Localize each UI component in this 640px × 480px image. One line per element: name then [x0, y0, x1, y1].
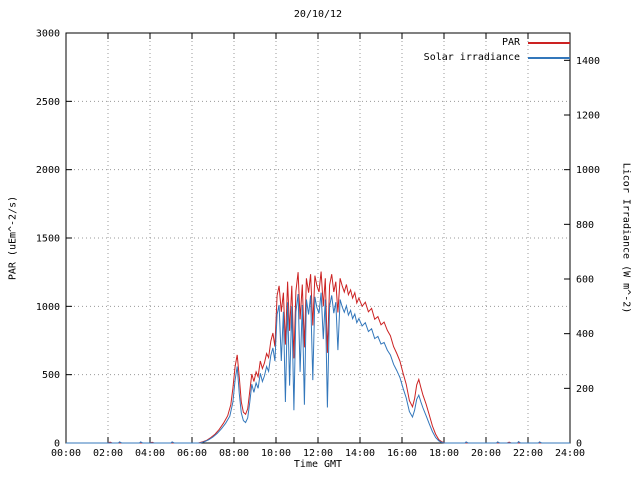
y-tick-label: 3000 [36, 29, 60, 40]
legend-item-par: PAR [424, 35, 570, 50]
y-axis-label: PAR (uEm^-2/s) [7, 195, 19, 281]
chart-title: 20/10/12 [293, 9, 343, 20]
x-tick-label: 10:00 [261, 448, 291, 459]
x-tick-label: 20:00 [471, 448, 501, 459]
x-tick-label: 08:00 [219, 448, 249, 459]
x-tick-label: 18:00 [429, 448, 459, 459]
x-tick-label: 04:00 [135, 448, 165, 459]
y2-tick-label: 0 [576, 439, 582, 450]
legend-line-sample-solar-irradiance [528, 56, 570, 59]
x-tick-label: 02:00 [93, 448, 123, 459]
legend-label-par: PAR [501, 37, 520, 48]
series-line-solar-irradiance [66, 292, 570, 444]
y2-tick-label: 1400 [576, 56, 600, 67]
legend: PAR Solar irradiance [424, 35, 570, 65]
x-tick-label: 14:00 [345, 448, 375, 459]
y2-tick-label: 1200 [576, 111, 600, 122]
y2-tick-label: 200 [576, 384, 594, 395]
x-tick-label: 00:00 [51, 448, 81, 459]
y-tick-label: 2500 [36, 97, 60, 108]
x-tick-label: 22:00 [513, 448, 543, 459]
y-tick-label: 1000 [36, 302, 60, 313]
legend-label-solar-irradiance: Solar irradiance [423, 52, 520, 63]
y-tick-label: 500 [42, 370, 60, 381]
x-axis-label: Time GMT [293, 459, 343, 470]
x-tick-label: 06:00 [177, 448, 207, 459]
y2-tick-label: 800 [576, 220, 594, 231]
series-line-par [66, 271, 570, 444]
y-tick-label: 2000 [36, 165, 60, 176]
y-tick-label: 1500 [36, 234, 60, 245]
y-tick-label: 0 [54, 439, 60, 450]
x-tick-label: 16:00 [387, 448, 417, 459]
x-tick-label: 12:00 [303, 448, 333, 459]
legend-line-sample-par [528, 41, 570, 44]
y2-tick-label: 400 [576, 329, 594, 340]
y2-axis-label: Licor Irradiance (W m^-2) [620, 162, 632, 314]
y2-tick-label: 600 [576, 275, 594, 286]
x-tick-label: 24:00 [555, 448, 585, 459]
legend-item-solar-irradiance: Solar irradiance [424, 50, 570, 65]
y2-tick-label: 1000 [576, 165, 600, 176]
